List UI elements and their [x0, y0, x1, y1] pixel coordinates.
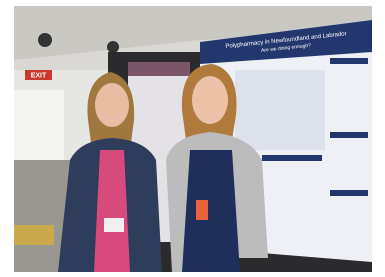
exit-text: EXIT [31, 72, 47, 79]
left-poster-header [128, 62, 190, 76]
window [14, 90, 64, 160]
camera [107, 41, 119, 53]
section-header [262, 155, 322, 161]
section-header [330, 58, 368, 64]
camera [38, 33, 52, 47]
photo: EXIT Polypharmacy in Newfoundland and La… [0, 0, 385, 277]
floor-marking [14, 225, 54, 245]
scene: EXIT Polypharmacy in Newfoundland and La… [14, 6, 372, 272]
section-header [330, 190, 368, 196]
section-header [330, 132, 368, 138]
text-block [235, 70, 325, 150]
